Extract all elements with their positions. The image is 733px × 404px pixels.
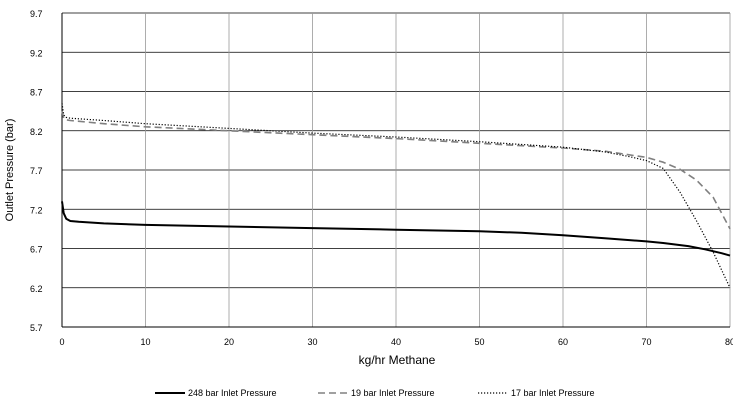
series-line-1 <box>61 201 731 257</box>
series-line-3 <box>61 103 731 289</box>
axes <box>61 13 730 328</box>
y-tick-label: 6.2 <box>30 284 43 294</box>
x-tick-label: 10 <box>140 337 150 347</box>
y-tick-label: 8.7 <box>30 88 43 98</box>
legend-label-2: 19 bar Inlet Pressure <box>351 388 435 398</box>
y-tick-label: 5.7 <box>30 323 43 333</box>
legend-label-3: 17 bar Inlet Pressure <box>511 388 595 398</box>
legend: 248 bar Inlet Pressure 19 bar Inlet Press… <box>155 388 595 398</box>
series-lines <box>61 103 731 289</box>
x-tick-label: 30 <box>307 337 317 347</box>
x-tick-label: 50 <box>474 337 484 347</box>
x-tick-label: 80 <box>725 337 733 347</box>
y-axis-label: Outlet Pressure (bar) <box>4 119 16 222</box>
y-tick-label: 9.7 <box>30 9 43 19</box>
y-tick-label: 8.2 <box>30 127 43 137</box>
y-tick-label: 7.2 <box>30 205 43 215</box>
y-tick-label: 9.2 <box>30 48 43 58</box>
x-tick-label: 70 <box>641 337 651 347</box>
x-tick-label: 60 <box>558 337 568 347</box>
x-axis-label: kg/hr Methane <box>359 353 436 367</box>
legend-label-1: 248 bar Inlet Pressure <box>188 388 277 398</box>
tick-labels: 5.7 6.2 6.7 7.2 7.7 8.2 8.7 9.2 9.7 0 10 20 30 40 50 60… <box>30 9 733 347</box>
grid-lines <box>62 12 731 327</box>
x-tick-label: 20 <box>224 337 234 347</box>
y-tick-label: 7.7 <box>30 166 43 176</box>
x-tick-label: 0 <box>59 337 64 347</box>
y-tick-label: 6.7 <box>30 245 43 255</box>
x-tick-label: 40 <box>391 337 401 347</box>
series-line-2 <box>61 110 731 230</box>
